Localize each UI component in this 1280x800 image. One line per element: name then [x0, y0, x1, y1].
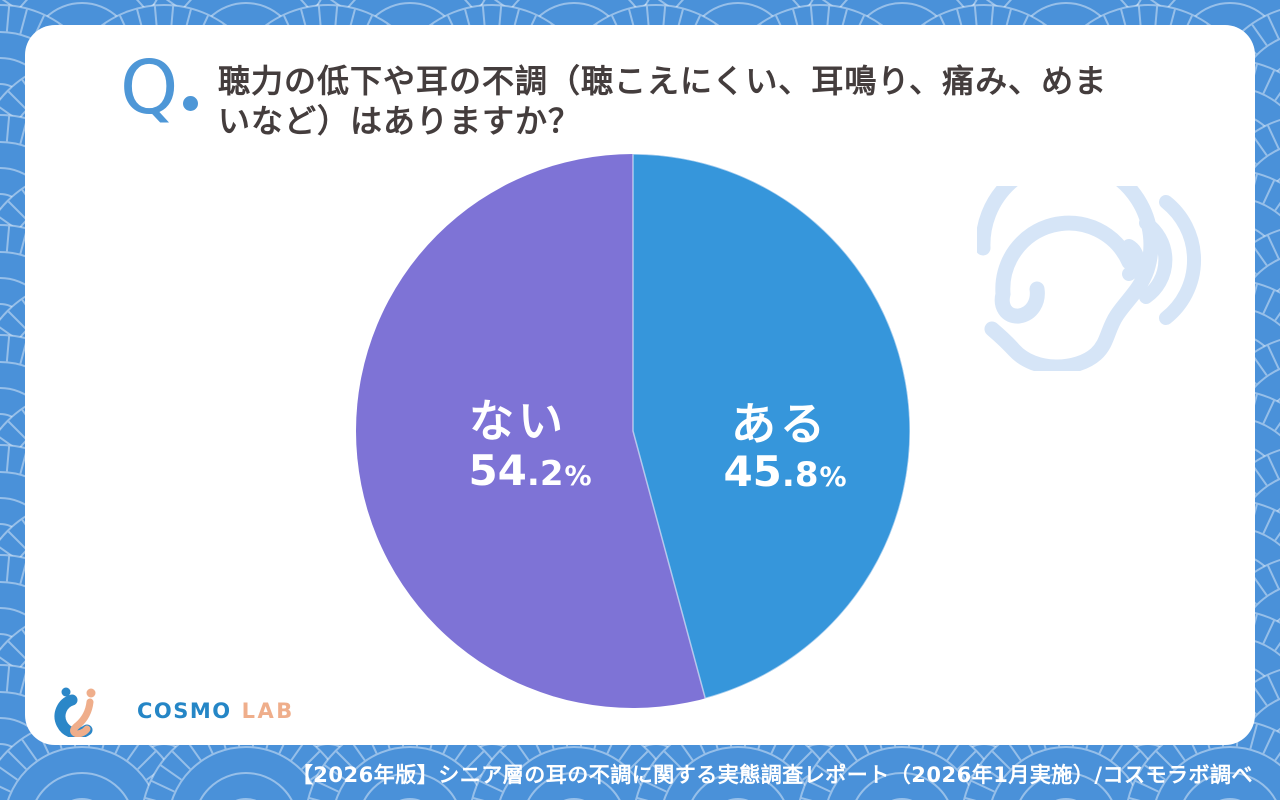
- pie-value-nai-int: 54: [468, 446, 527, 495]
- pie-label-aru: ある: [730, 397, 830, 451]
- logo-suffix-text: LAB: [241, 699, 295, 723]
- content-card: Q 聴力の低下や耳の不調（聴こえにくい、耳鳴り、痛み、めま いなど）はありますか…: [25, 25, 1255, 745]
- pie-value-aru-unit: %: [819, 462, 847, 493]
- sound-wave-large-icon: [1159, 195, 1201, 325]
- logo-orange-dot: [86, 688, 96, 698]
- pie-label-nai: ない: [468, 394, 568, 448]
- pie-chart: [356, 153, 911, 708]
- pie-slice-aru: [632, 153, 911, 700]
- ear-icon: [977, 186, 1201, 371]
- pie-value-nai-dec: .2: [526, 454, 564, 494]
- question-title-line-1: 聴力の低下や耳の不調（聴こえにくい、耳鳴り、痛み、めま: [218, 62, 1108, 100]
- cosmo-lab-logo-mark-icon: [54, 687, 96, 737]
- sound-wave-medium-icon: [1139, 216, 1173, 304]
- logo-text: COSMO LAB: [137, 701, 295, 722]
- logo-orange-figure: [70, 698, 94, 737]
- question-title-line-2: いなど）はありますか？: [218, 102, 582, 140]
- pie-value-aru-int: 45: [723, 447, 782, 496]
- logo-brand-text: COSMO: [137, 699, 232, 723]
- ear-inner-helix: [994, 215, 1137, 324]
- question-mark: Q: [120, 51, 199, 125]
- ear-outline: [977, 186, 1159, 371]
- pie-value-aru-dec: .8: [781, 455, 819, 495]
- question-mark-letter: Q: [120, 45, 179, 131]
- question-mark-dot-icon: [183, 96, 199, 111]
- pie-value-nai: 54.2%: [468, 450, 591, 492]
- logo-blue-dot: [61, 687, 71, 697]
- footer-caption: 【2026年版】シニア層の耳の不調に関する実態調査レポート（2026年1月実施）…: [291, 763, 1253, 787]
- sound-wave-small-icon: [1122, 239, 1145, 281]
- question-title: 聴力の低下や耳の不調（聴こえにくい、耳鳴り、痛み、めま いなど）はありますか？: [218, 61, 1178, 141]
- pie-value-aru: 45.8%: [723, 451, 846, 493]
- cosmo-lab-logo: COSMO LAB: [47, 685, 307, 745]
- pie-value-nai-unit: %: [564, 461, 592, 492]
